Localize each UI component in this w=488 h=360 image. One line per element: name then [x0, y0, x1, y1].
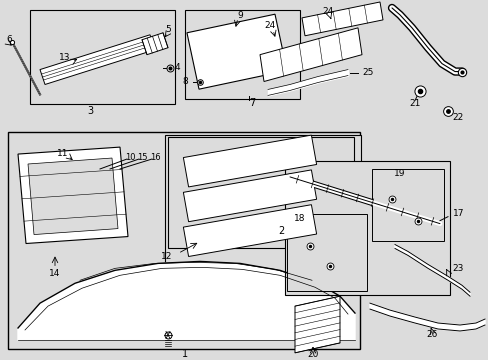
Text: 19: 19 — [393, 170, 405, 179]
Polygon shape — [28, 158, 118, 235]
Text: 13: 13 — [59, 53, 71, 62]
Text: 15: 15 — [137, 153, 147, 162]
Text: 2: 2 — [278, 226, 284, 235]
Text: 24: 24 — [322, 8, 333, 17]
Polygon shape — [142, 33, 168, 55]
Text: 6: 6 — [6, 35, 12, 44]
Polygon shape — [183, 170, 316, 222]
Polygon shape — [186, 14, 286, 89]
Text: 7: 7 — [248, 98, 255, 108]
Bar — [184, 10, 299, 99]
Polygon shape — [18, 147, 128, 243]
Bar — [285, 161, 449, 295]
Polygon shape — [18, 261, 354, 340]
Text: 11: 11 — [57, 149, 69, 158]
Text: 1: 1 — [182, 349, 188, 359]
Polygon shape — [191, 18, 283, 85]
Text: 10: 10 — [124, 153, 135, 162]
Text: 3: 3 — [87, 106, 93, 116]
Polygon shape — [40, 35, 155, 85]
Polygon shape — [394, 244, 469, 296]
Text: 24: 24 — [264, 21, 275, 30]
Polygon shape — [302, 2, 382, 36]
Bar — [30, 10, 175, 104]
Polygon shape — [369, 303, 484, 331]
Text: 5: 5 — [165, 25, 170, 34]
Text: 20: 20 — [306, 350, 318, 359]
Bar — [168, 137, 353, 248]
Polygon shape — [183, 135, 316, 187]
Text: 4: 4 — [175, 63, 180, 72]
Text: 9: 9 — [237, 12, 243, 21]
Text: 18: 18 — [294, 214, 305, 223]
Text: 21: 21 — [408, 99, 420, 108]
Text: 8: 8 — [182, 77, 187, 86]
Polygon shape — [294, 296, 339, 353]
Text: 25: 25 — [361, 68, 373, 77]
Text: 12: 12 — [160, 252, 172, 261]
Bar — [164, 135, 360, 292]
Bar — [286, 214, 366, 291]
Text: 22: 22 — [451, 113, 463, 122]
Text: 16: 16 — [149, 153, 160, 162]
Text: 26: 26 — [426, 330, 437, 339]
Text: 14: 14 — [49, 269, 61, 278]
Polygon shape — [260, 28, 361, 81]
Text: 23: 23 — [451, 264, 463, 273]
Polygon shape — [183, 205, 316, 256]
Bar — [371, 169, 443, 240]
Text: 17: 17 — [452, 209, 464, 218]
Bar — [8, 132, 359, 349]
